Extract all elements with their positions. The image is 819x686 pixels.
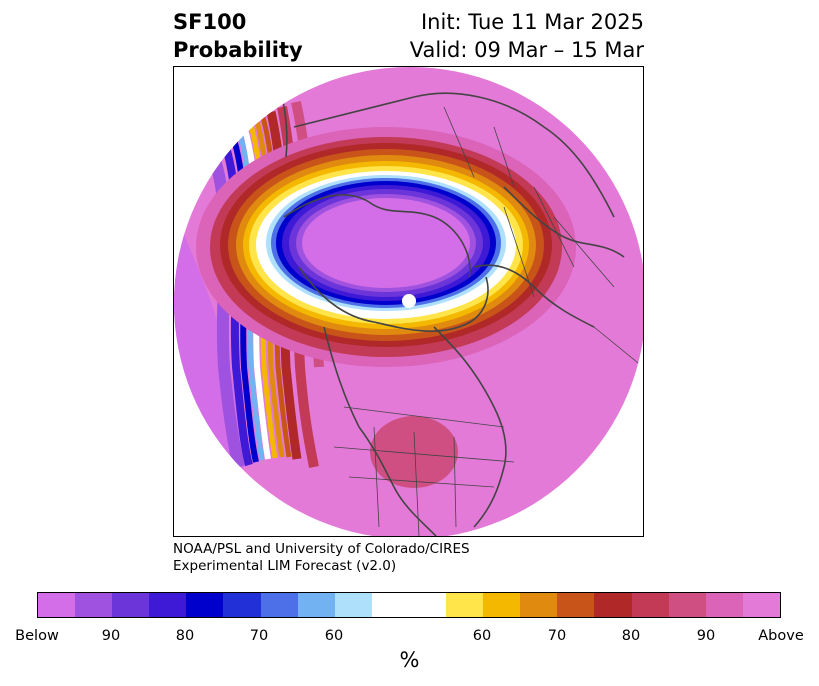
colorbar-tick-label: Above [758,628,804,644]
variable-name: SF100 [173,10,247,34]
product-name: Probability [173,38,303,62]
colorbar-tick-label: Below [15,628,59,644]
colorbar-segment [223,593,261,617]
colorbar-tick-label: 90 [696,628,716,644]
init-date: Init: Tue 11 Mar 2025 [420,10,644,34]
credit-line-1: NOAA/PSL and University of Colorado/CIRE… [173,541,470,557]
colorbar-tick-label: 60 [324,628,344,644]
map-title: SF100 Probability [173,8,303,64]
colorbar-segment [75,593,113,617]
colorbar-tick-label: 60 [472,628,492,644]
colorbar-ticks: Below 90 80 70 60 60 70 80 90 Above [0,628,819,648]
forecast-dates: Init: Tue 11 Mar 2025 Valid: 09 Mar – 15… [410,8,644,64]
colorbar-segment [668,593,706,617]
probability-colorbar [37,592,781,618]
colorbar-segment [260,593,298,617]
colorbar-tick-label: 70 [249,628,269,644]
colorbar-tick-label: 90 [101,628,121,644]
political-borders [333,106,643,536]
colorbar-segment [149,593,187,617]
colorbar-segment [38,593,76,617]
colorbar-segment [446,593,484,617]
forecast-map [174,67,643,536]
colorbar-segment [186,593,224,617]
colorbar-segment [112,593,150,617]
arctic-below-region [302,198,470,288]
colorbar-segment [705,593,743,617]
data-credit: NOAA/PSL and University of Colorado/CIRE… [173,541,470,575]
colorbar-tick-label: 80 [175,628,195,644]
map-panel [173,66,644,537]
colorbar-segment [631,593,669,617]
credit-line-2: Experimental LIM Forecast (v2.0) [173,558,397,574]
colorbar-segment [557,593,595,617]
colorbar-segment [594,593,632,617]
colorbar-tick-label: 70 [547,628,567,644]
north-pole-marker [402,294,416,308]
colorbar-segment [408,593,447,617]
colorbar-segment [520,593,558,617]
colorbar-tick-label: 80 [621,628,641,644]
valid-range: Valid: 09 Mar – 15 Mar [409,38,644,62]
colorbar-segment [371,593,409,617]
colorbar-segment [742,593,780,617]
colorbar-segment [297,593,335,617]
colorbar-segment [483,593,521,617]
colorbar-unit: % [399,648,420,672]
great-lakes-anomaly [370,416,458,488]
colorbar-segment [334,593,372,617]
